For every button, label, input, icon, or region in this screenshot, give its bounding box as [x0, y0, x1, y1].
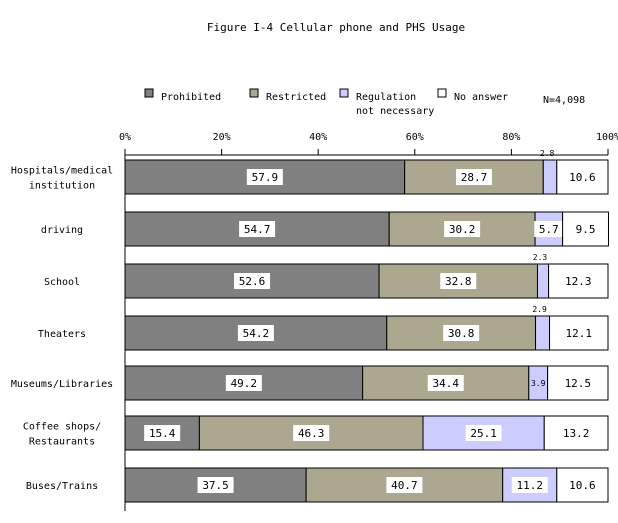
data-label: 28.7 — [461, 171, 488, 184]
data-label: 12.1 — [566, 327, 593, 340]
legend-label: No answer — [454, 92, 508, 103]
sample-size-note: N=4,098 — [543, 95, 585, 106]
category-label: driving — [41, 225, 83, 236]
category-label: Coffee shops/ — [23, 422, 101, 433]
data-label: 49.2 — [231, 377, 258, 390]
category-label: Theaters — [38, 329, 86, 340]
data-label-bg — [444, 221, 481, 237]
data-label: 52.6 — [239, 275, 266, 288]
data-label-bg — [197, 477, 234, 493]
data-label: 34.4 — [432, 377, 459, 390]
data-label: 57.9 — [252, 171, 279, 184]
data-label: 9.5 — [576, 223, 596, 236]
legend-swatch — [144, 88, 154, 98]
data-label: 54.7 — [244, 223, 271, 236]
data-label: 54.2 — [243, 327, 270, 340]
data-label: 12.3 — [565, 275, 592, 288]
legend-swatch — [249, 88, 259, 98]
data-label: 10.6 — [569, 479, 596, 492]
data-label: 5.7 — [539, 223, 559, 236]
legend-label: not necessary — [356, 106, 434, 117]
data-label: 2.3 — [533, 253, 548, 262]
legend-label: Prohibited — [161, 92, 221, 103]
bar-segment — [542, 159, 558, 195]
data-label-bg — [558, 425, 595, 441]
legend-swatch — [437, 88, 447, 98]
data-label-bg — [427, 375, 464, 391]
data-label-bg — [237, 325, 274, 341]
data-label-bg — [234, 273, 271, 289]
x-tick-label: 20% — [213, 132, 231, 143]
data-label: 2.8 — [540, 149, 555, 158]
data-label-bg — [564, 169, 601, 185]
data-label-bg — [144, 425, 181, 441]
data-label-bg — [465, 425, 502, 441]
data-label-bg — [443, 325, 480, 341]
legend-swatch — [339, 88, 349, 98]
data-label: 46.3 — [298, 427, 325, 440]
data-label-bg — [560, 273, 597, 289]
category-label: Restaurants — [29, 437, 95, 448]
data-label: 12.5 — [565, 377, 592, 390]
x-tick-label: 100% — [596, 132, 618, 143]
legend-label: Regulation — [356, 92, 416, 103]
data-label: 25.1 — [470, 427, 497, 440]
data-label: 40.7 — [391, 479, 418, 492]
x-tick-label: 40% — [309, 132, 327, 143]
category-label: School — [44, 277, 80, 288]
legend: Prohibited Restricted Regulation not necess… — [144, 88, 508, 117]
bar-segment — [535, 315, 551, 351]
legend-label: Restricted — [266, 92, 326, 103]
data-label-bg — [571, 221, 601, 237]
category-label: Buses/Trains — [26, 481, 98, 492]
data-label: 11.2 — [517, 479, 544, 492]
data-label: 32.8 — [445, 275, 472, 288]
data-label: 15.4 — [149, 427, 176, 440]
data-label: 3.9 — [531, 379, 546, 388]
category-labels: Hospitals/medical institution driving Schoo… — [11, 166, 113, 493]
data-label-bg — [225, 375, 262, 391]
data-label: 37.5 — [202, 479, 229, 492]
data-label: 2.9 — [532, 305, 547, 314]
bars: 57.9 28.7 2.8 10.6 54.7 30.2 5.7 9.5 52.6 32.8 2.3… — [124, 149, 609, 503]
data-label-bg — [239, 221, 276, 237]
x-tick-label: 0% — [119, 132, 131, 143]
data-label-bg — [246, 169, 283, 185]
data-label-bg — [293, 425, 330, 441]
x-axis-ticks: 0% 20% 40% 60% 80% 100% — [119, 132, 618, 511]
x-tick-label: 80% — [502, 132, 520, 143]
data-label-bg — [386, 477, 423, 493]
category-label: Museums/Libraries — [11, 379, 113, 390]
bar-segment — [536, 263, 550, 299]
data-label: 13.2 — [563, 427, 590, 440]
data-label-bg — [440, 273, 477, 289]
category-label: institution — [29, 181, 95, 192]
x-tick-label: 60% — [406, 132, 424, 143]
data-label-bg — [511, 477, 548, 493]
chart-title: Figure I-4 Cellular phone and PHS Usage — [207, 21, 465, 34]
data-label-bg — [559, 375, 596, 391]
data-label-bg — [564, 477, 601, 493]
data-label: 10.6 — [569, 171, 596, 184]
data-label-bg — [534, 221, 564, 237]
data-label-bg — [455, 169, 492, 185]
data-label-bg — [560, 325, 597, 341]
data-label: 30.8 — [448, 327, 475, 340]
data-label: 30.2 — [449, 223, 476, 236]
category-label: Hospitals/medical — [11, 166, 113, 177]
